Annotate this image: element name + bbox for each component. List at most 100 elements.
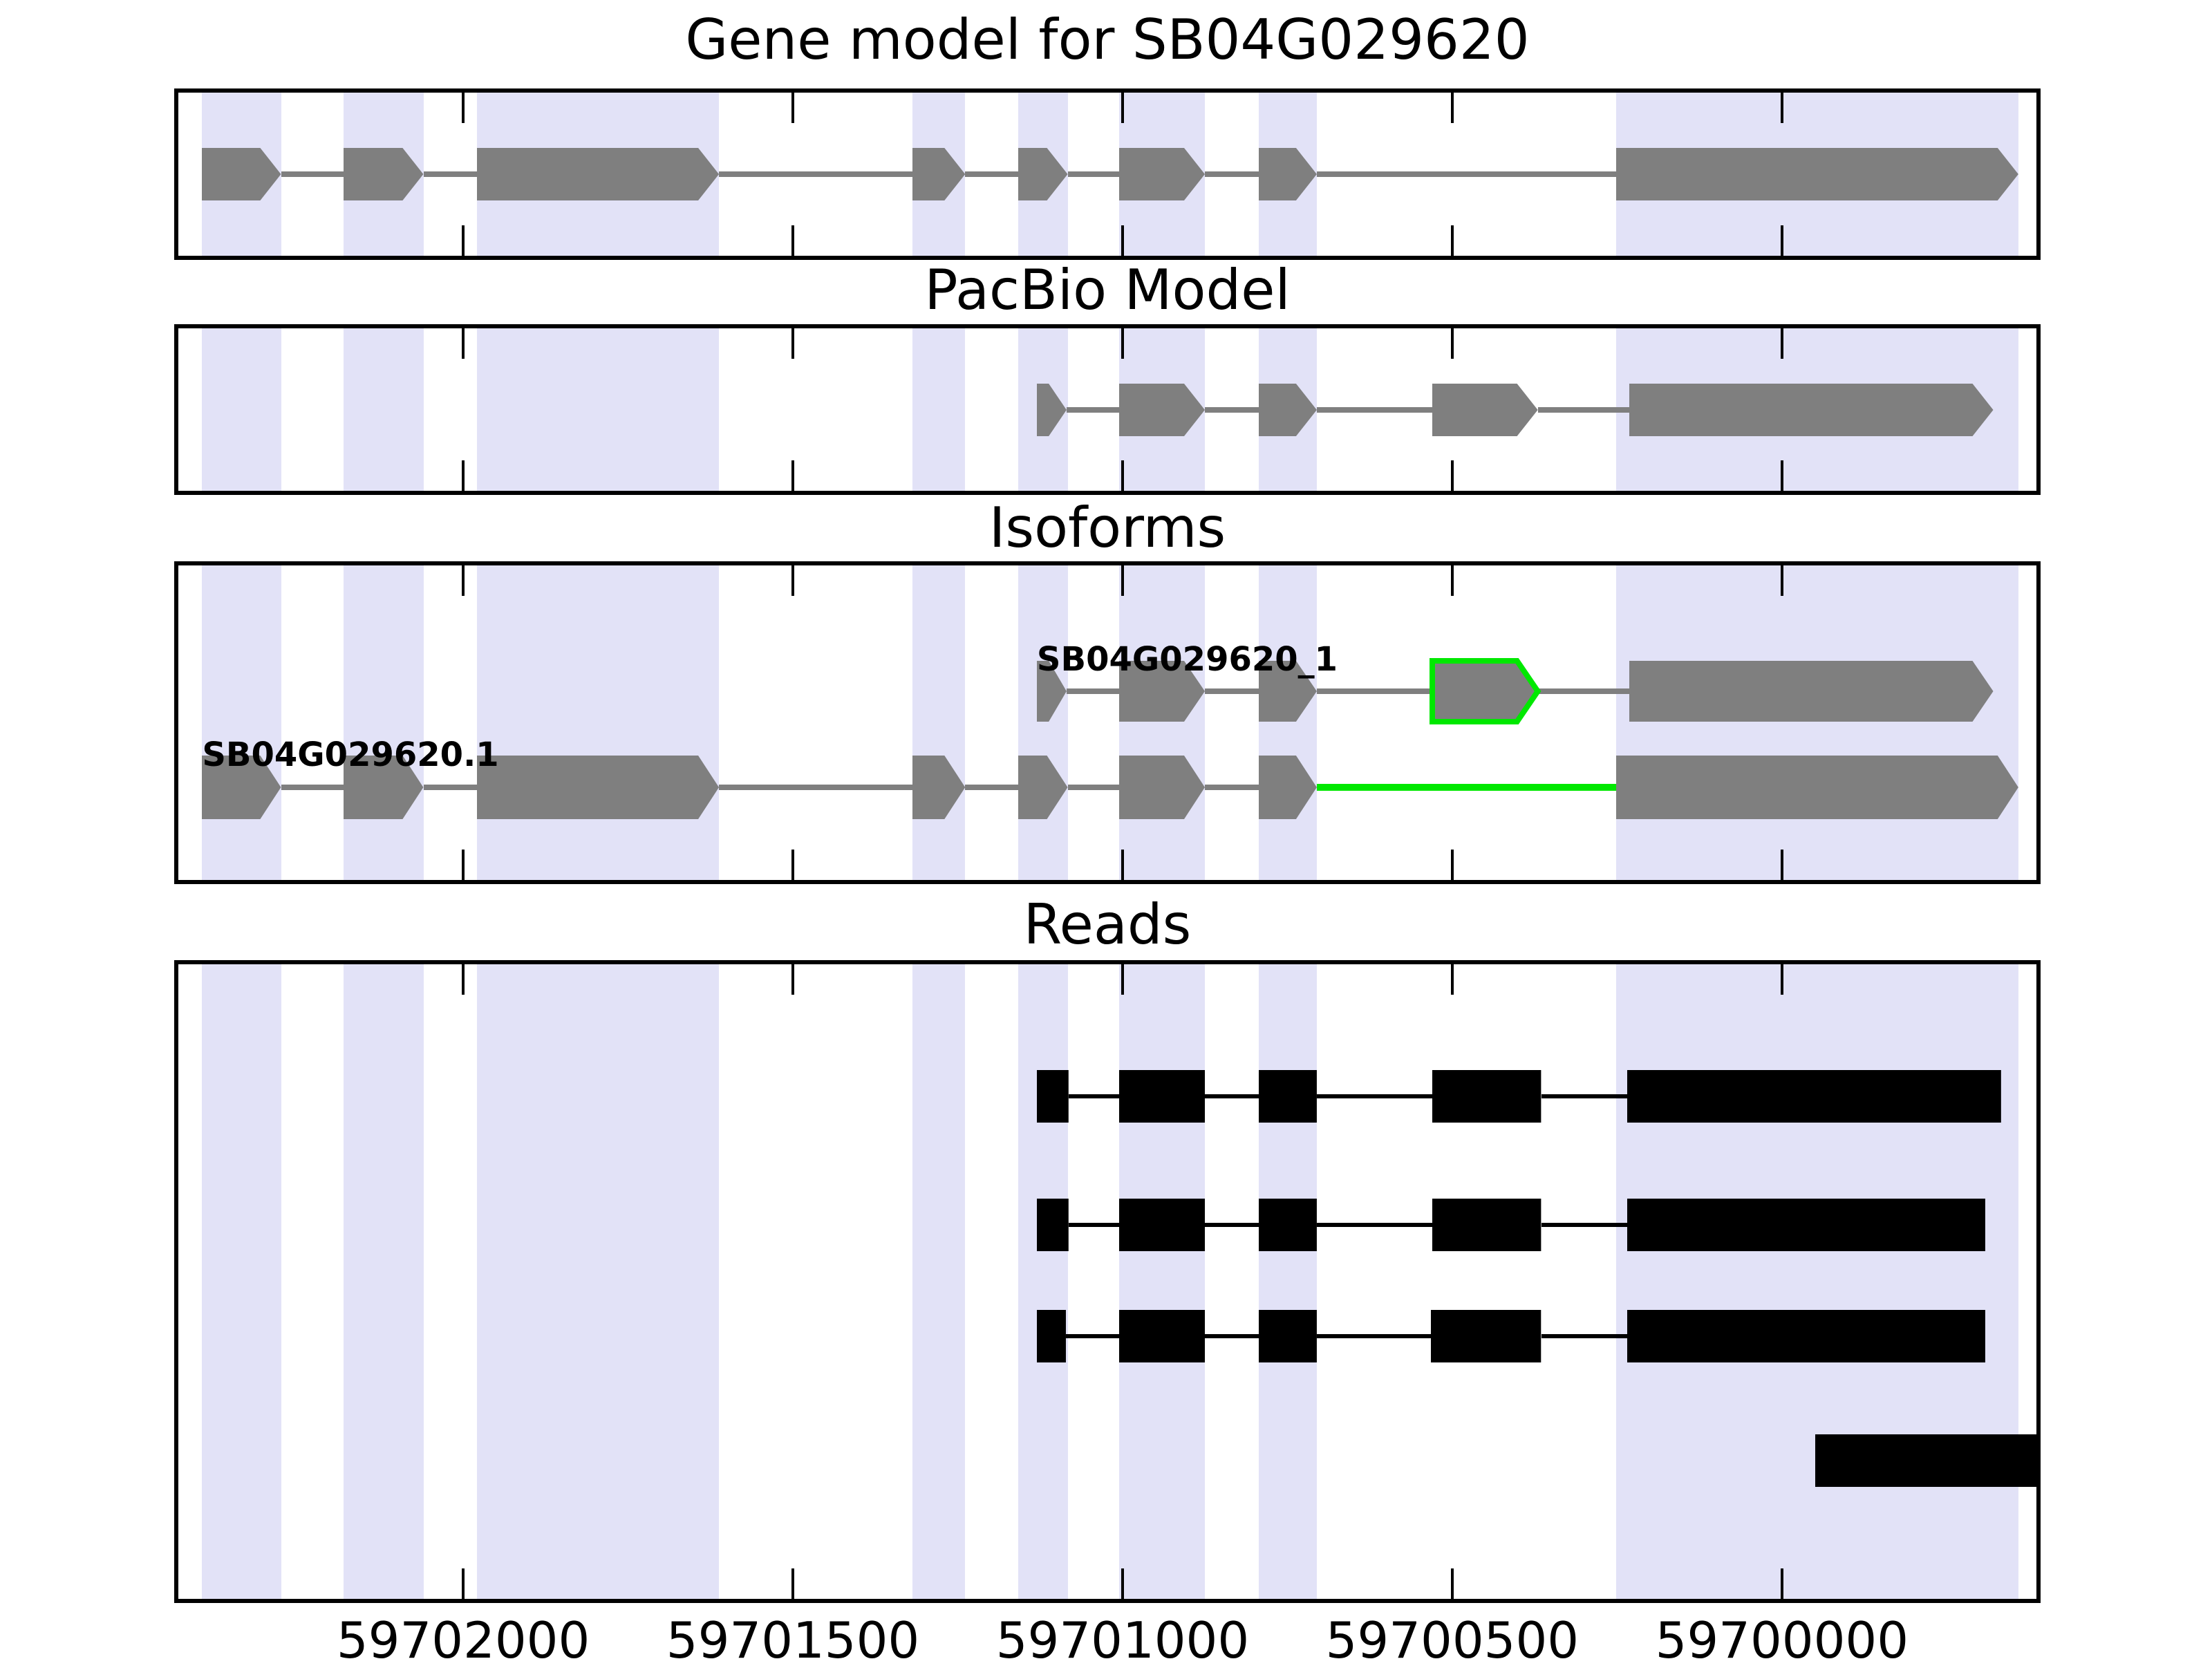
exon-arrow bbox=[1119, 148, 1206, 200]
axis-tick bbox=[1780, 225, 1783, 256]
panel-reads bbox=[174, 960, 2041, 1603]
intron-line bbox=[964, 171, 1019, 177]
exon-region-band bbox=[344, 964, 424, 1599]
intron-line bbox=[964, 785, 1019, 790]
exon-region-band bbox=[202, 565, 281, 880]
exon-region-band bbox=[202, 964, 281, 1599]
intron-line bbox=[719, 171, 912, 177]
exon-arrow bbox=[477, 148, 720, 200]
exon-region-band bbox=[1119, 964, 1206, 1599]
axis-tick bbox=[462, 565, 465, 596]
intron-line bbox=[1065, 1334, 1120, 1338]
intron-line bbox=[1317, 407, 1433, 413]
intron-line bbox=[1317, 688, 1433, 694]
intron-line bbox=[1066, 688, 1120, 694]
gene-model-title: Gene model for SB04G029620 bbox=[685, 8, 1530, 72]
exon-region-band bbox=[1616, 964, 2019, 1599]
exon-arrow bbox=[477, 756, 720, 819]
exon-arrow bbox=[1018, 756, 1068, 819]
intron-line bbox=[1541, 1094, 1627, 1098]
isoforms-title: Isoforms bbox=[988, 496, 1226, 560]
exon-arrow bbox=[1629, 384, 1994, 436]
read-block bbox=[1627, 1310, 1985, 1362]
axis-tick bbox=[462, 93, 465, 123]
read-block bbox=[1627, 1199, 1985, 1251]
axis-tick bbox=[462, 460, 465, 491]
read-block bbox=[1036, 1199, 1069, 1251]
intron-line bbox=[1067, 171, 1120, 177]
axis-tick bbox=[1780, 565, 1783, 596]
axis-tick bbox=[1450, 328, 1454, 359]
intron-line bbox=[281, 785, 344, 790]
intron-line bbox=[1205, 1223, 1259, 1227]
axis-tick bbox=[1121, 225, 1124, 256]
exon-region-band bbox=[912, 565, 965, 880]
axis-tick bbox=[1121, 964, 1124, 995]
read-block bbox=[1431, 1310, 1541, 1362]
axis-tick bbox=[1450, 225, 1454, 256]
panel-gene-model bbox=[174, 88, 2041, 260]
exon-arrow bbox=[1629, 661, 1994, 722]
axis-tick bbox=[1121, 850, 1124, 880]
axis-tick bbox=[791, 93, 794, 123]
axis-tick bbox=[462, 225, 465, 256]
exon-region-band bbox=[477, 964, 720, 1599]
axis-tick bbox=[791, 225, 794, 256]
exon-region-band bbox=[1259, 964, 1318, 1599]
x-axis-tick-label: 59700000 bbox=[1655, 1611, 1909, 1659]
read-block bbox=[1432, 1070, 1541, 1123]
axis-tick bbox=[1121, 1568, 1124, 1599]
intron-line bbox=[423, 785, 478, 790]
highlighted-intron-line bbox=[1317, 784, 1617, 791]
intron-line bbox=[1205, 1094, 1259, 1098]
transcript-label: SB04G029620.1 bbox=[202, 735, 499, 774]
axis-tick bbox=[1450, 850, 1454, 880]
axis-tick bbox=[791, 565, 794, 596]
intron-line bbox=[1205, 688, 1259, 694]
intron-line bbox=[1205, 407, 1259, 413]
intron-line bbox=[1541, 1223, 1627, 1227]
exon-region-band bbox=[912, 964, 965, 1599]
axis-tick bbox=[462, 1568, 465, 1599]
x-axis-tick-label: 59702000 bbox=[336, 1611, 590, 1659]
intron-line bbox=[1205, 785, 1259, 790]
intron-line bbox=[719, 785, 912, 790]
read-block bbox=[1259, 1070, 1318, 1123]
read-block bbox=[1432, 1199, 1541, 1251]
exon-arrow bbox=[344, 148, 424, 200]
axis-tick bbox=[462, 964, 465, 995]
pacbio-model-title: PacBio Model bbox=[924, 258, 1291, 322]
reads-title: Reads bbox=[1023, 892, 1192, 957]
read-block bbox=[1119, 1070, 1206, 1123]
panel-isoforms: SB04G029620_1 SB04G029620.1 bbox=[174, 561, 2041, 884]
axis-tick bbox=[462, 850, 465, 880]
exon-arrow bbox=[1018, 148, 1068, 200]
axis-tick bbox=[1780, 328, 1783, 359]
exon-arrow bbox=[344, 756, 424, 819]
read-block bbox=[1036, 1310, 1066, 1362]
exon-region-band bbox=[1616, 565, 2019, 880]
exon-region-band bbox=[1018, 565, 1068, 880]
axis-tick bbox=[1450, 1568, 1454, 1599]
x-axis-tick-label: 59701000 bbox=[995, 1611, 1250, 1659]
exon-arrow bbox=[1259, 148, 1318, 200]
read-block bbox=[1259, 1199, 1318, 1251]
intron-line bbox=[1537, 407, 1629, 413]
exon-region-band bbox=[202, 328, 281, 491]
exon-region-band bbox=[1018, 964, 1068, 1599]
intron-line bbox=[1317, 171, 1617, 177]
intron-line bbox=[1066, 407, 1120, 413]
axis-tick bbox=[791, 328, 794, 359]
axis-tick bbox=[1450, 460, 1454, 491]
axis-tick bbox=[1450, 964, 1454, 995]
axis-tick bbox=[1780, 850, 1783, 880]
axis-tick bbox=[1121, 93, 1124, 123]
exon-region-band bbox=[344, 565, 424, 880]
x-axis-tick-label: 59700500 bbox=[1325, 1611, 1580, 1659]
intron-line bbox=[1068, 1223, 1120, 1227]
intron-line bbox=[281, 171, 344, 177]
panel-pacbio-model bbox=[174, 324, 2041, 495]
transcript-label: SB04G029620_1 bbox=[1036, 640, 1338, 679]
read-block bbox=[1119, 1199, 1206, 1251]
